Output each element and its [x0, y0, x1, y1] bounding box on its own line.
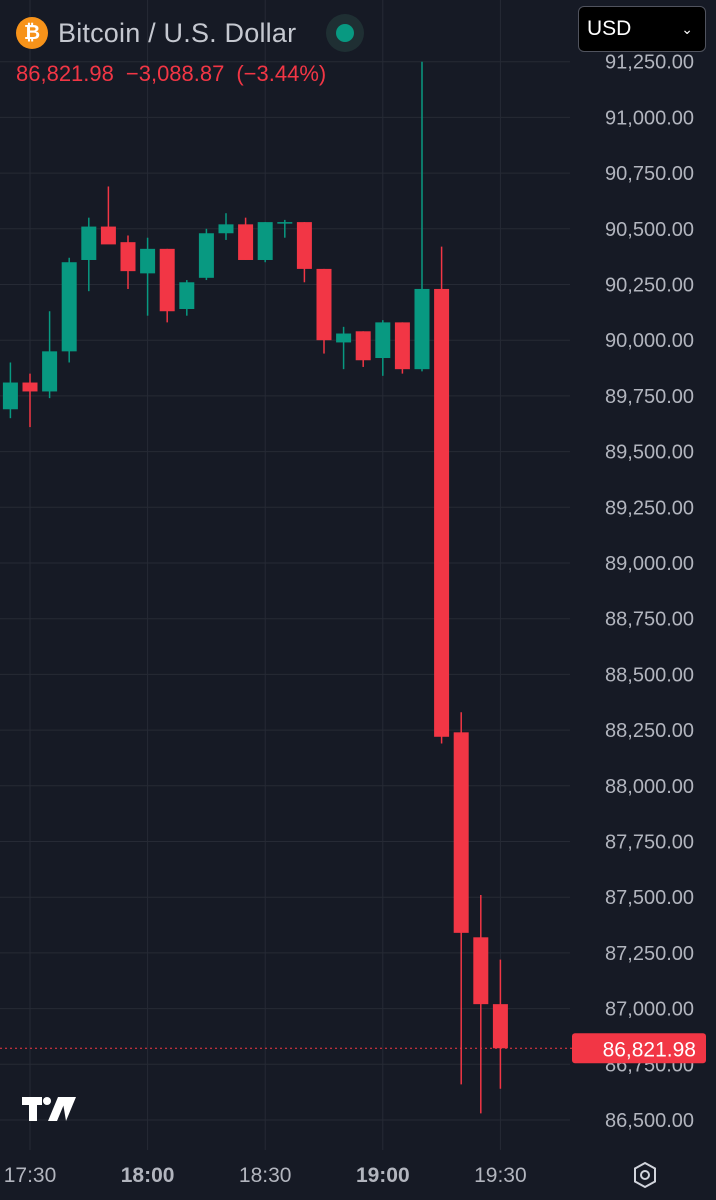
candles[interactable] — [2, 61, 508, 1114]
candle-body — [414, 288, 430, 370]
price-change: −3,088.87 — [125, 61, 225, 86]
currency-value: USD — [587, 17, 632, 40]
candle-body — [375, 322, 391, 359]
candle-body — [492, 1004, 508, 1049]
price-tick-label: 87,750.00 — [605, 832, 694, 854]
price-tick-label: 88,500.00 — [605, 664, 694, 686]
price-tick-label: 88,000.00 — [605, 776, 694, 798]
candle-body — [336, 333, 352, 343]
candle-body — [394, 322, 410, 370]
price-tick-label: 87,500.00 — [605, 887, 694, 909]
grid-lines — [0, 0, 570, 1150]
candle-body — [316, 268, 332, 341]
candle-body — [198, 233, 214, 278]
time-axis[interactable]: 17:30 18:00 18:30 19:00 19:30 — [4, 1164, 527, 1187]
candle-body — [22, 382, 38, 392]
price-tick-label: 88,750.00 — [605, 609, 694, 631]
time-tick-label: 17:30 — [4, 1164, 57, 1187]
bitcoin-icon: ₿ — [16, 17, 48, 49]
candle-body — [100, 226, 116, 245]
candle-body — [61, 262, 77, 352]
candle-body — [218, 224, 234, 234]
candle-body — [355, 331, 371, 361]
time-tick-label: 19:30 — [474, 1164, 527, 1187]
price-change-percent: (−3.44%) — [236, 61, 327, 86]
candle-body — [120, 242, 136, 272]
time-tick-label: 19:00 — [356, 1164, 410, 1187]
price-tick-label: 89,250.00 — [605, 497, 694, 519]
candle-body — [2, 382, 18, 410]
candle-body — [42, 351, 58, 392]
market-status-icon[interactable] — [326, 14, 365, 52]
candle-body — [453, 732, 469, 933]
last-price: 86,821.98 — [16, 61, 114, 86]
candle-body — [81, 226, 97, 260]
price-tick-label: 91,250.00 — [605, 52, 694, 74]
symbol-header[interactable]: ₿ Bitcoin / U.S. Dollar — [16, 14, 365, 52]
currency-select[interactable]: USD ⌄ — [578, 6, 706, 52]
symbol-title[interactable]: Bitcoin / U.S. Dollar — [58, 17, 297, 48]
price-tick-label: 88,250.00 — [605, 720, 694, 742]
settings-icon[interactable] — [630, 1160, 660, 1190]
price-tick-label: 90,500.00 — [605, 219, 694, 241]
candle-body — [140, 248, 156, 274]
price-tick-label: 90,250.00 — [605, 275, 694, 297]
price-tick-label: 86,500.00 — [605, 1110, 694, 1132]
price-tick-label: 90,750.00 — [605, 163, 694, 185]
last-price-badge-label: 86,821.98 — [603, 1038, 696, 1061]
price-tick-label: 87,250.00 — [605, 943, 694, 965]
price-tick-label: 89,000.00 — [605, 553, 694, 575]
chevron-down-icon: ⌄ — [681, 20, 693, 37]
candle-body — [473, 937, 489, 1005]
price-tick-label: 87,000.00 — [605, 999, 694, 1021]
candle-body — [277, 222, 293, 224]
price-quote: 86,821.98 −3,088.87 (−3.44%) — [16, 61, 338, 87]
time-tick-label: 18:00 — [121, 1164, 175, 1187]
price-tick-label: 90,000.00 — [605, 330, 694, 352]
candle-body — [159, 248, 175, 312]
candle-body — [179, 282, 195, 310]
tradingview-logo[interactable] — [22, 1097, 76, 1121]
price-tick-label: 89,500.00 — [605, 442, 694, 464]
price-tick-label: 89,750.00 — [605, 386, 694, 408]
candle-body — [296, 222, 312, 269]
candle-body — [257, 222, 273, 260]
candle-body — [434, 288, 450, 737]
last-price-badge — [572, 1033, 706, 1064]
time-tick-label: 18:30 — [239, 1164, 292, 1187]
price-tick-label: 91,000.00 — [605, 107, 694, 129]
candle-body — [238, 224, 254, 260]
price-axis[interactable]: 86,500.0086,750.0087,000.0087,250.0087,5… — [572, 52, 706, 1132]
